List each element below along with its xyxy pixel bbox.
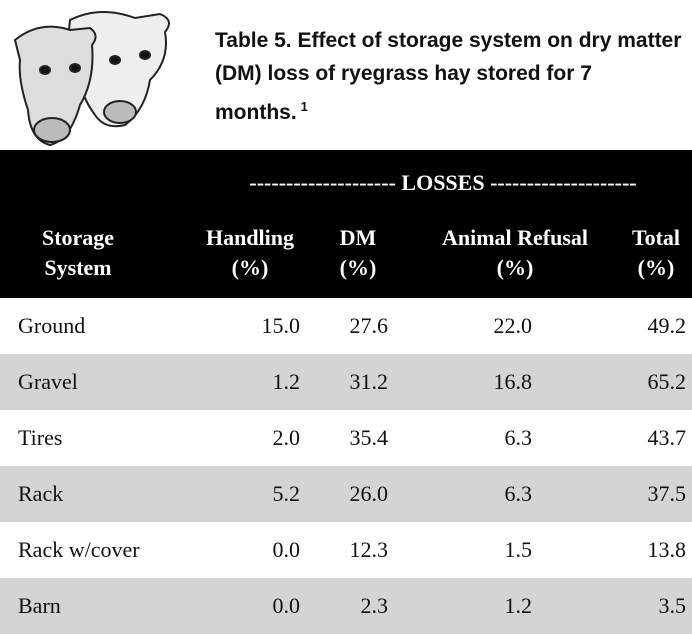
table-row: Rack 5.2 26.0 6.3 37.5 <box>0 466 692 522</box>
cell-value: 12.3 <box>350 522 389 578</box>
cell-value: 31.2 <box>350 354 389 410</box>
row-label: Rack <box>18 466 63 522</box>
cell-value: 49.2 <box>648 298 687 354</box>
cell-value: 26.0 <box>350 466 389 522</box>
table-row: Tires 2.0 35.4 6.3 43.7 <box>0 410 692 466</box>
cell-value: 16.8 <box>494 354 533 410</box>
cell-value: 65.2 <box>648 354 687 410</box>
table-row: Ground 15.0 27.6 22.0 49.2 <box>0 298 692 354</box>
row-label: Barn <box>18 578 61 634</box>
group-header: -------------------- LOSSES ------------… <box>196 168 690 198</box>
cell-value: 5.2 <box>273 466 301 522</box>
column-header: (%) <box>566 253 692 283</box>
cell-value: 1.2 <box>273 354 301 410</box>
row-label: Tires <box>18 410 62 466</box>
page: Table 5. Effect of storage system on dry… <box>0 0 692 635</box>
table-row: Gravel 1.2 31.2 16.8 65.2 <box>0 354 692 410</box>
column-header: Storage <box>0 223 168 253</box>
cell-value: 0.0 <box>273 578 301 634</box>
footnote-marker: 1 <box>301 99 308 114</box>
cell-value: 13.8 <box>648 522 687 578</box>
cell-value: 27.6 <box>350 298 389 354</box>
cell-value: 0.0 <box>273 522 301 578</box>
cell-value: 6.3 <box>505 410 533 466</box>
row-label: Ground <box>18 298 85 354</box>
cell-value: 2.0 <box>273 410 301 466</box>
column-header: (%) <box>268 253 448 283</box>
cell-value: 22.0 <box>494 298 533 354</box>
cell-value: 1.5 <box>505 522 533 578</box>
title-text: Table 5. Effect of storage system on dry… <box>215 29 681 124</box>
cell-value: 35.4 <box>350 410 389 466</box>
cell-value: 43.7 <box>648 410 687 466</box>
cell-value: 6.3 <box>505 466 533 522</box>
row-label: Rack w/cover <box>18 522 140 578</box>
column-header: Total <box>566 223 692 253</box>
cell-value: 37.5 <box>648 466 687 522</box>
cow-illustration <box>0 0 210 150</box>
cell-value: 3.5 <box>659 578 687 634</box>
row-label: Gravel <box>18 354 78 410</box>
table-header: -------------------- LOSSES ------------… <box>0 150 692 298</box>
cell-value: 15.0 <box>262 298 301 354</box>
column-header: DM <box>268 223 448 253</box>
cell-value: 1.2 <box>505 578 533 634</box>
table-title: Table 5. Effect of storage system on dry… <box>215 24 685 129</box>
cell-value: 2.3 <box>361 578 389 634</box>
table-row: Rack w/cover 0.0 12.3 1.5 13.8 <box>0 522 692 578</box>
table-row: Barn 0.0 2.3 1.2 3.5 <box>0 578 692 634</box>
column-header: System <box>0 253 168 283</box>
